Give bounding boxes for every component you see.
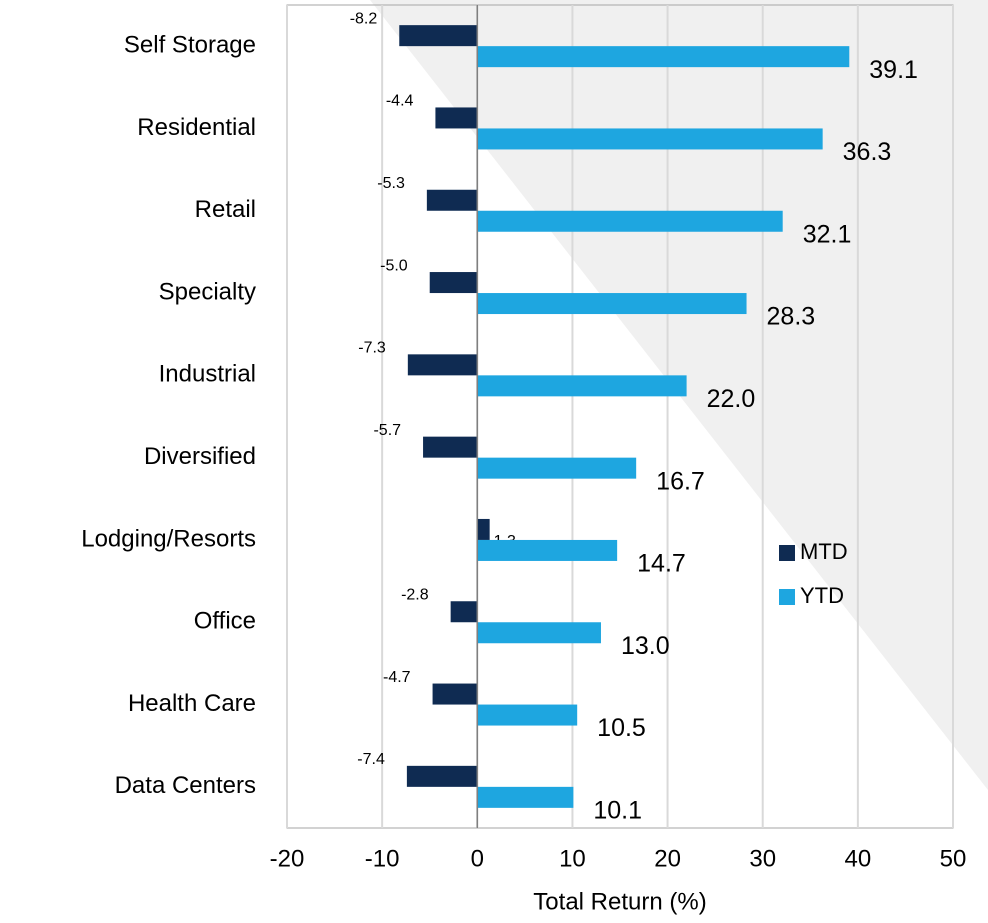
y-tick-label: Residential (137, 114, 256, 141)
bar (426, 189, 478, 211)
data-label: 36.3 (843, 138, 892, 166)
data-label: 13.0 (621, 632, 670, 660)
bar (429, 272, 478, 294)
bar (406, 765, 478, 787)
bar (435, 107, 478, 129)
bar (477, 622, 601, 644)
x-tick-label: 50 (940, 845, 967, 872)
x-tick-label: 20 (654, 845, 681, 872)
data-label: 10.5 (597, 714, 646, 742)
data-label: 14.7 (637, 550, 686, 578)
x-tick-label: 0 (471, 845, 484, 872)
data-label: -4.4 (386, 93, 414, 110)
data-label: 39.1 (869, 56, 918, 84)
y-tick-label: Retail (195, 196, 256, 223)
bar (477, 518, 490, 540)
y-tick-label: Self Storage (124, 31, 256, 58)
x-tick-label: 10 (559, 845, 586, 872)
bar (477, 786, 574, 808)
data-label: -5.0 (380, 257, 408, 274)
data-label: 16.7 (656, 467, 705, 495)
bar (477, 539, 618, 561)
bar (477, 375, 687, 397)
data-label: 22.0 (707, 385, 756, 413)
data-label: -7.4 (357, 751, 385, 768)
data-label: -8.2 (350, 10, 378, 27)
data-label: 28.3 (767, 303, 816, 331)
x-tick-label: -20 (270, 845, 305, 872)
y-tick-label: Data Centers (115, 772, 256, 799)
x-axis-title: Total Return (%) (533, 888, 706, 915)
x-tick-label: 30 (749, 845, 776, 872)
y-tick-label: Health Care (128, 690, 256, 717)
y-tick-label: Diversified (144, 443, 256, 470)
bar (477, 457, 637, 479)
bar (477, 210, 783, 232)
y-tick-label: Lodging/Resorts (81, 525, 256, 552)
data-label: -4.7 (383, 669, 411, 686)
y-tick-label: Specialty (159, 278, 256, 305)
legend-label: YTD (800, 583, 844, 608)
data-label: -5.7 (373, 422, 401, 439)
data-label: -7.3 (358, 340, 386, 357)
bar (477, 46, 850, 68)
y-tick-label: Office (194, 608, 256, 635)
legend-swatch (779, 589, 795, 605)
bar (477, 293, 747, 315)
data-label: 32.1 (803, 220, 852, 248)
bar (477, 704, 578, 726)
y-tick-label: Industrial (159, 361, 256, 388)
data-label: -5.3 (377, 175, 405, 192)
bar (477, 128, 823, 150)
x-tick-label: -10 (365, 845, 400, 872)
bar (407, 354, 478, 376)
legend-swatch (779, 545, 795, 561)
bar (399, 25, 478, 47)
data-label: 10.1 (593, 796, 642, 824)
bar (423, 436, 478, 458)
bar (450, 601, 478, 623)
x-tick-label: 40 (845, 845, 872, 872)
bar (432, 683, 478, 705)
legend-label: MTD (800, 539, 848, 564)
data-label: -2.8 (401, 586, 429, 603)
